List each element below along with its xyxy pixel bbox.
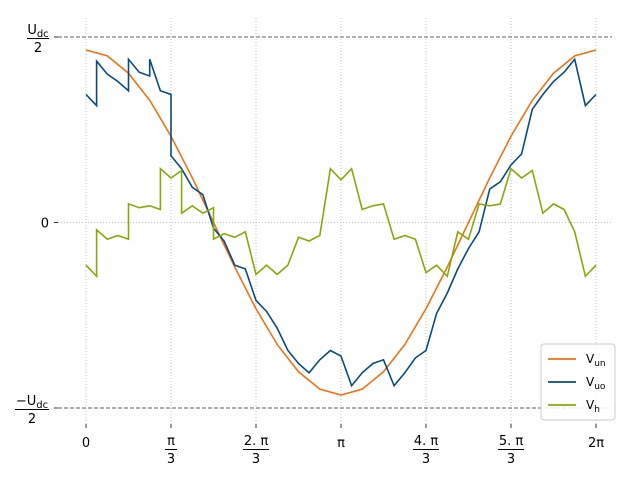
y-tick-symbol: U — [27, 23, 37, 38]
y-tick-symbol: U — [27, 394, 37, 409]
legend-label-subscript: h — [594, 405, 600, 415]
y-tick-numerator: Udc — [27, 23, 48, 40]
x-tick-numerator: π — [167, 434, 175, 449]
y-tick-denominator: 2 — [34, 41, 42, 56]
x-tick-labels: 0 π 3 2. π 3 π 4. π 3 5. π 3 2π — [82, 424, 604, 467]
x-tick-label: 2π — [588, 436, 604, 451]
y-tick-denominator: 2 — [28, 412, 36, 427]
series-lines — [85, 49, 597, 396]
legend-label: Vuo — [586, 375, 606, 392]
legend-label-subscript: uo — [594, 382, 606, 392]
legend-label: Vun — [586, 352, 606, 369]
grid — [58, 18, 612, 424]
x-tick-denominator: 3 — [167, 452, 175, 467]
x-tick-denominator: 3 — [252, 452, 260, 467]
reference-lines — [58, 36, 612, 409]
legend-label-subscript: un — [594, 359, 605, 369]
x-tick-numerator: 5. π — [499, 434, 524, 449]
series-line-vh — [85, 166, 597, 279]
y-tick-subscript: dc — [36, 400, 48, 411]
y-tick-sign: − — [16, 394, 27, 409]
x-tick-denominator: 3 — [507, 452, 515, 467]
legend-label-main: V — [586, 398, 595, 412]
legend-label-main: V — [586, 375, 595, 389]
y-tick-subscript: dc — [37, 29, 49, 40]
x-tick-denominator: 3 — [422, 452, 430, 467]
y-tick-numerator: −Udc — [16, 394, 48, 411]
legend-label-main: V — [586, 352, 595, 366]
legend-box — [540, 343, 616, 421]
x-tick-numerator: 4. π — [414, 434, 439, 449]
series-line-vuo — [85, 57, 597, 388]
x-tick-label: 0 — [82, 436, 90, 451]
x-tick-numerator: 2. π — [244, 434, 269, 449]
x-tick-label: π — [337, 436, 345, 451]
legend-label: Vh — [586, 398, 600, 415]
y-tick-label: 0 — [41, 217, 49, 232]
